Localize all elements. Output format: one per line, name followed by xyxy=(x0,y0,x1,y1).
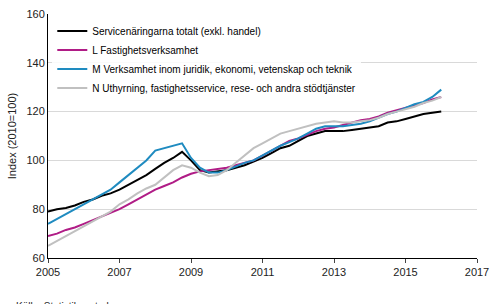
svg-text:160: 160 xyxy=(26,8,44,20)
svg-text:60: 60 xyxy=(33,252,45,264)
svg-text:N Uthyrning, fastighetsservice: N Uthyrning, fastighetsservice, rese- oc… xyxy=(92,83,356,94)
svg-text:2011: 2011 xyxy=(251,266,275,278)
svg-text:2017: 2017 xyxy=(465,266,489,278)
svg-text:100: 100 xyxy=(26,154,44,166)
svg-text:120: 120 xyxy=(26,105,44,117)
svg-text:Källa: Statistikcentralen: Källa: Statistikcentralen xyxy=(16,301,120,304)
svg-text:2015: 2015 xyxy=(393,266,417,278)
svg-text:M Verksamhet inom juridik, eko: M Verksamhet inom juridik, ekonomi, vete… xyxy=(92,64,353,75)
svg-text:80: 80 xyxy=(33,203,45,215)
svg-text:Servicenäringarna totalt (exkl: Servicenäringarna totalt (exkl. handel) xyxy=(92,26,260,37)
svg-text:2007: 2007 xyxy=(107,266,131,278)
svg-text:2013: 2013 xyxy=(322,266,346,278)
svg-text:2009: 2009 xyxy=(179,266,203,278)
svg-text:Index (2010=100): Index (2010=100) xyxy=(6,93,18,180)
svg-text:2005: 2005 xyxy=(36,266,60,278)
svg-text:140: 140 xyxy=(26,57,44,69)
svg-text:L Fastighetsverksamhet: L Fastighetsverksamhet xyxy=(92,45,198,56)
